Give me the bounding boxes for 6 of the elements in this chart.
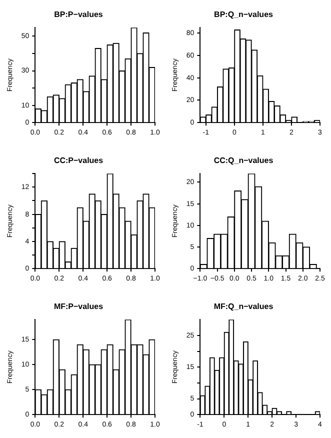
chart-title: MF:P−values [54,302,104,312]
chart-title: MF:Q_n−values [214,302,274,312]
chart-title: BP:P−values [54,10,104,20]
chart-title: CC:Q_n−values [214,156,274,166]
chart-title: CC:P−values [54,156,104,166]
chart-title: BP:Q_n−values [214,10,274,20]
